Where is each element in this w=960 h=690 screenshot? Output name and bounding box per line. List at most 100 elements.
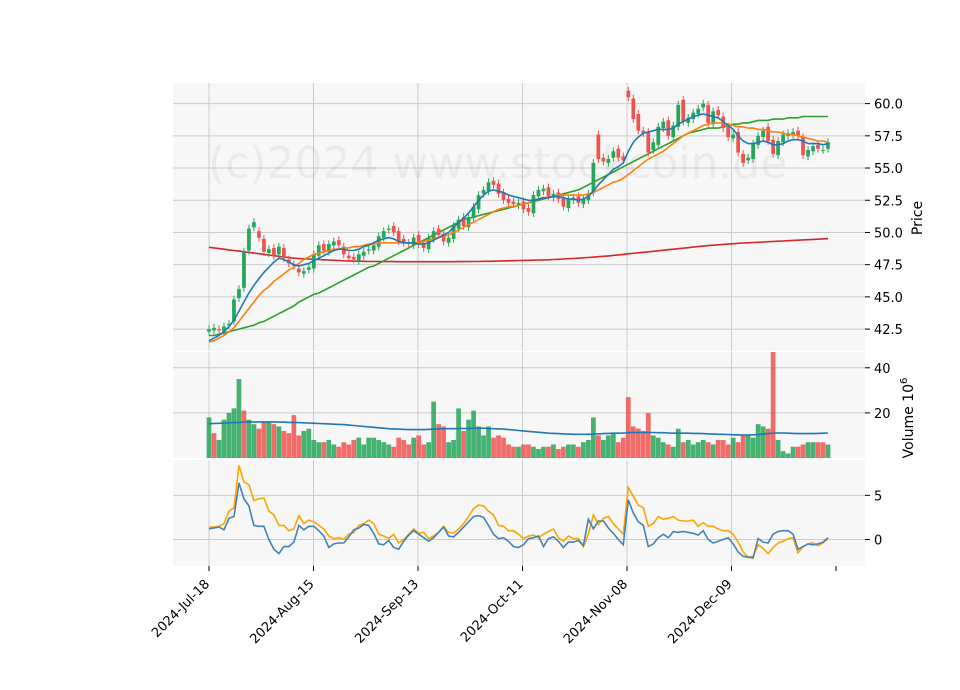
volume-bar — [346, 444, 352, 458]
candle-body — [446, 237, 451, 243]
candle-body — [726, 126, 731, 138]
candle-body — [396, 231, 401, 242]
volume-bar — [366, 437, 372, 458]
x-tick-label: 2024-Nov-08 — [561, 577, 631, 647]
candle-body — [811, 146, 815, 152]
volume-bar — [800, 444, 806, 458]
candle-body — [661, 121, 666, 129]
x-tick-label: 2024-Oct-11 — [458, 577, 526, 645]
candle-body — [796, 130, 800, 136]
candle-body — [491, 180, 496, 185]
volume-bar — [296, 435, 302, 458]
candle-body — [591, 162, 596, 193]
candle-body — [546, 187, 551, 197]
volume-bar — [720, 439, 726, 458]
volume-bar — [301, 430, 307, 458]
price-axis-label: Price — [910, 201, 926, 235]
candle-body — [791, 131, 795, 135]
volume-bar — [341, 442, 347, 458]
volume-bar — [216, 439, 222, 458]
candle-body — [267, 249, 271, 254]
volume-bar — [715, 439, 721, 458]
volume-bar — [605, 435, 611, 458]
candle-body — [606, 159, 611, 163]
price-panel-background — [173, 83, 865, 351]
candle-body — [321, 244, 326, 251]
candle-body — [461, 217, 466, 227]
volume-bar — [511, 446, 516, 458]
candle-body — [207, 329, 211, 332]
candle-body — [541, 188, 546, 192]
x-tick-label: 2024-Jul-18 — [149, 577, 213, 641]
candle-body — [481, 189, 486, 194]
volume-bar — [496, 435, 501, 458]
volume-bar — [750, 437, 756, 458]
volume-bar — [361, 444, 367, 458]
volume-bar — [640, 430, 646, 458]
volume-bar — [436, 424, 442, 458]
volume-bar — [491, 437, 496, 458]
candle-body — [676, 104, 681, 127]
volume-axis-label-text: Volume 10 — [901, 384, 917, 458]
volume-bar — [451, 439, 456, 458]
volume-bar — [695, 442, 701, 458]
candle-body — [222, 326, 226, 332]
volume-bar — [620, 437, 626, 458]
volume-bar — [311, 439, 317, 458]
candle-body — [716, 110, 721, 116]
volume-bar — [276, 426, 282, 458]
candle-body — [536, 189, 541, 197]
volume-bar — [291, 415, 297, 458]
candle-body — [641, 130, 646, 134]
candle-body — [651, 142, 656, 150]
volume-bar — [271, 424, 277, 458]
volume-bar — [551, 444, 556, 458]
volume-bar — [785, 453, 791, 458]
candle-body — [486, 182, 491, 192]
watermark: (c)2024 www.stockcoin.de — [208, 138, 787, 189]
volume-bar — [745, 435, 751, 458]
volume-bar — [246, 419, 252, 458]
volume-bar — [241, 410, 247, 458]
candle-body — [247, 228, 251, 251]
volume-bar — [416, 435, 422, 458]
candle-body — [566, 198, 571, 208]
volume-bar — [820, 442, 826, 458]
candle-body — [252, 222, 256, 228]
candle-body — [756, 135, 760, 145]
volume-bar — [541, 446, 546, 458]
candle-body — [326, 244, 331, 252]
volume-bar — [426, 442, 432, 458]
candle-body — [731, 134, 736, 139]
volume-bar — [615, 442, 621, 458]
volume-bar — [760, 426, 766, 458]
candle-body — [356, 254, 361, 261]
volume-panel — [206, 352, 831, 458]
volume-bar — [286, 433, 292, 458]
volume-bar — [411, 437, 417, 458]
volume-bar — [261, 421, 267, 458]
x-tick-label: 2024-Sep-13 — [352, 577, 422, 647]
candle-body — [631, 98, 636, 120]
volume-bar — [630, 426, 636, 458]
x-tick-label: 2024-Dec-09 — [665, 577, 735, 647]
volume-bar — [211, 433, 217, 458]
candle-body — [306, 267, 311, 270]
candle-body — [272, 247, 276, 256]
volume-bar — [660, 442, 666, 458]
candle-body — [706, 104, 711, 123]
candle-body — [282, 247, 286, 259]
volume-bar — [266, 421, 272, 458]
candle-body — [351, 256, 356, 260]
candle-body — [217, 329, 221, 331]
volume-bar — [441, 426, 446, 458]
candle-body — [416, 235, 421, 245]
volume-bar — [685, 439, 691, 458]
candle-body — [776, 140, 780, 156]
volume-bar — [740, 435, 746, 458]
price-tick-label: 45.0 — [874, 291, 903, 306]
volume-bar — [690, 444, 696, 458]
volume-bar — [591, 417, 596, 458]
candle-body — [751, 143, 755, 160]
indicator-tick-label: 5 — [874, 489, 882, 504]
